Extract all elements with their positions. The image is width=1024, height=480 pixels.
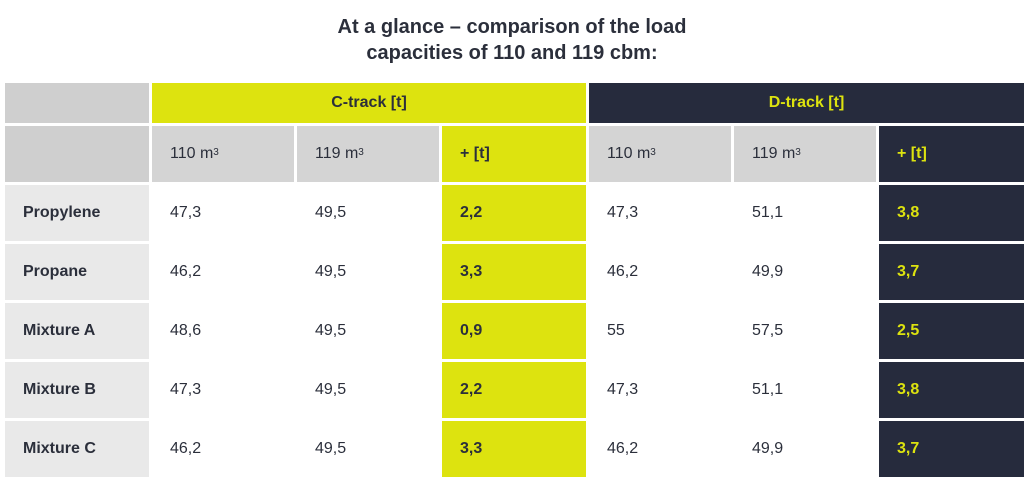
table-cell: 49,9	[734, 421, 876, 477]
d-plus-cell: 3,7	[879, 244, 1024, 300]
d-track-plus-header: + [t]	[879, 126, 1024, 182]
row-label: Mixture B	[5, 362, 149, 418]
c-110-sup: 3	[213, 146, 219, 158]
table-cell: 49,5	[297, 185, 439, 241]
title-line-1: At a glance – comparison of the load	[337, 16, 687, 38]
page-title: At a glance – comparison of the load cap…	[0, 14, 1024, 66]
table-cell: 49,5	[297, 362, 439, 418]
d-plus-cell: 2,5	[879, 303, 1024, 359]
row-label: Mixture A	[5, 303, 149, 359]
c-track-plus-header: + [t]	[442, 126, 586, 182]
table-cell: 49,9	[734, 244, 876, 300]
title-line-2: capacities of 110 and 119 cbm:	[366, 42, 658, 64]
d-119-sup: 3	[795, 146, 801, 158]
table-cell: 47,3	[589, 362, 731, 418]
c-119-sup: 3	[358, 146, 364, 158]
table-cell: 49,5	[297, 244, 439, 300]
c-plus-cell: 0,9	[442, 303, 586, 359]
table-cell: 46,2	[152, 244, 294, 300]
table-cell: 47,3	[152, 185, 294, 241]
d-plus-cell: 3,7	[879, 421, 1024, 477]
c-110-label: 110 m	[170, 145, 214, 162]
table-corner-sub	[5, 126, 149, 182]
table-cell: 48,6	[152, 303, 294, 359]
table-cell: 47,3	[152, 362, 294, 418]
c-plus-cell: 3,3	[442, 421, 586, 477]
d-plus-cell: 3,8	[879, 185, 1024, 241]
table-cell: 46,2	[589, 421, 731, 477]
table-cell: 55	[589, 303, 731, 359]
row-label: Propane	[5, 244, 149, 300]
c-plus-cell: 2,2	[442, 185, 586, 241]
row-label: Propylene	[5, 185, 149, 241]
table-cell: 46,2	[152, 421, 294, 477]
d-plus-cell: 3,8	[879, 362, 1024, 418]
d-119-label: 119 m	[752, 145, 796, 162]
table-cell: 47,3	[589, 185, 731, 241]
table-cell: 51,1	[734, 362, 876, 418]
table-cell: 46,2	[589, 244, 731, 300]
table-cell: 49,5	[297, 303, 439, 359]
d-110-sup: 3	[650, 146, 656, 158]
d-track-header: D-track [t]	[589, 83, 1024, 123]
c-119-label: 119 m	[315, 145, 359, 162]
row-label: Mixture C	[5, 421, 149, 477]
table-corner	[5, 83, 149, 123]
c-plus-cell: 2,2	[442, 362, 586, 418]
c-plus-cell: 3,3	[442, 244, 586, 300]
d-110-label: 110 m	[607, 145, 651, 162]
table-cell: 51,1	[734, 185, 876, 241]
table-cell: 49,5	[297, 421, 439, 477]
c-track-header: C-track [t]	[152, 83, 586, 123]
table-cell: 57,5	[734, 303, 876, 359]
